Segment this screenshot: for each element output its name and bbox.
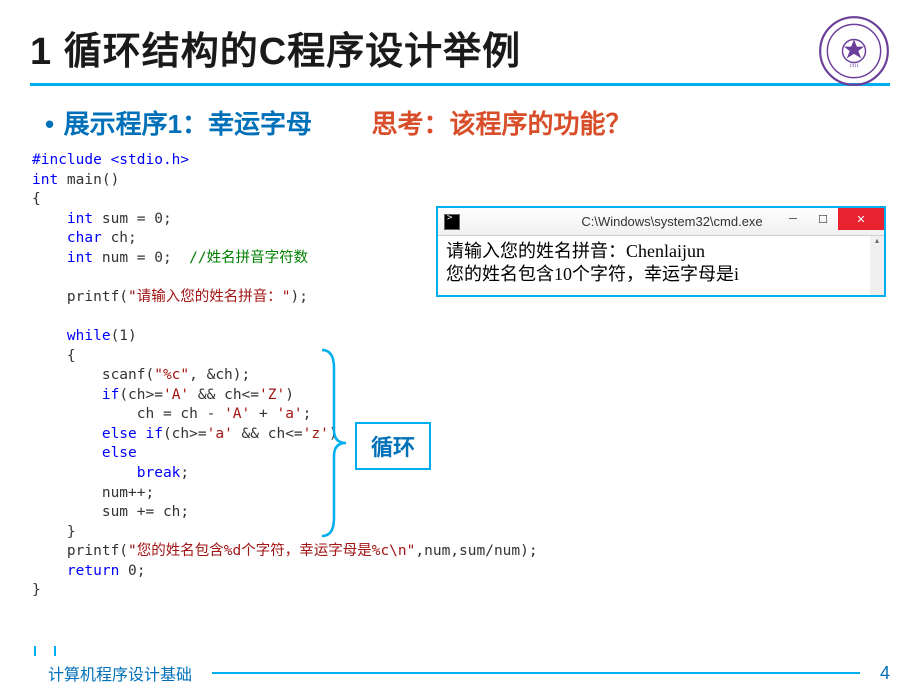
- bracket-icon: [320, 348, 350, 538]
- minimize-button[interactable]: ─: [778, 208, 808, 230]
- window-buttons: ─ ☐ ✕: [778, 208, 884, 230]
- footer-line: [212, 672, 860, 674]
- bullet-icon: •: [45, 109, 54, 139]
- divider-line: [30, 83, 890, 86]
- code-line: while(1): [32, 328, 137, 344]
- cmd-output-line: 请输入您的姓名拼音：Chenlaijun: [446, 240, 862, 263]
- code-line: sum += ch;: [32, 504, 189, 520]
- cmd-body: 请输入您的姓名拼音：Chenlaijun 您的姓名包含10个字符，幸运字母是i …: [438, 236, 884, 295]
- cmd-window: C:\Windows\system32\cmd.exe ─ ☐ ✕ 请输入您的姓…: [436, 206, 886, 297]
- code-line: int sum = 0;: [32, 211, 172, 227]
- code-line: }: [32, 582, 41, 598]
- code-line: if(ch>='A' && ch<='Z'): [32, 387, 294, 403]
- code-line: int num = 0; //姓名拼音字符数: [32, 250, 308, 266]
- subtitle-program: 展示程序1：幸运字母: [64, 109, 312, 139]
- cmd-output-line: 您的姓名包含10个字符，幸运字母是i: [446, 263, 862, 286]
- code-line: num++;: [32, 485, 154, 501]
- code-line: else: [32, 445, 137, 461]
- code-line: }: [32, 524, 76, 540]
- svg-text:1911: 1911: [849, 63, 859, 69]
- cmd-icon: [444, 214, 460, 230]
- cmd-title: C:\Windows\system32\cmd.exe: [581, 214, 762, 229]
- code-line: char ch;: [32, 230, 137, 246]
- code-line: return 0;: [32, 563, 146, 579]
- maximize-button[interactable]: ☐: [808, 208, 838, 230]
- subtitle-row: • 展示程序1：幸运字母 思考：该程序的功能？: [30, 104, 890, 141]
- cmd-titlebar: C:\Windows\system32\cmd.exe ─ ☐ ✕: [438, 208, 884, 236]
- loop-label-text: 循环: [371, 435, 415, 460]
- code-line: printf("您的姓名包含%d个字符，幸运字母是%c\n",num,sum/n…: [32, 543, 538, 559]
- header: 1 循环结构的C程序设计举例 1911: [30, 20, 890, 75]
- slide-title: 1 循环结构的C程序设计举例: [30, 20, 890, 75]
- slide-container: 1 循环结构的C程序设计举例 1911 • 展示程序1：幸运字母 思考：该程序的…: [0, 0, 920, 690]
- code-line: {: [32, 191, 41, 207]
- footer-ticks-icon: [30, 644, 70, 658]
- loop-label-box: 循环: [355, 422, 431, 470]
- code-include: #include <stdio.h>: [32, 152, 189, 168]
- code-line: ch = ch - 'A' + 'a';: [32, 406, 311, 422]
- code-line: printf("请输入您的姓名拼音：");: [32, 289, 308, 305]
- footer: 计算机程序设计基础 4: [30, 644, 890, 685]
- page-number: 4: [880, 663, 890, 684]
- code-line: {: [32, 348, 76, 364]
- scrollbar-up-icon[interactable]: ▴: [870, 236, 884, 250]
- code-line: break;: [32, 465, 189, 481]
- footer-course-name: 计算机程序设计基础: [48, 661, 192, 685]
- university-logo: 1911: [818, 15, 890, 87]
- code-line: else if(ch>='a' && ch<='z'): [32, 426, 338, 442]
- close-button[interactable]: ✕: [838, 208, 884, 230]
- code-line: int main(): [32, 172, 119, 188]
- code-line: scanf("%c", &ch);: [32, 367, 250, 383]
- subtitle-question: 思考：该程序的功能？: [371, 109, 631, 139]
